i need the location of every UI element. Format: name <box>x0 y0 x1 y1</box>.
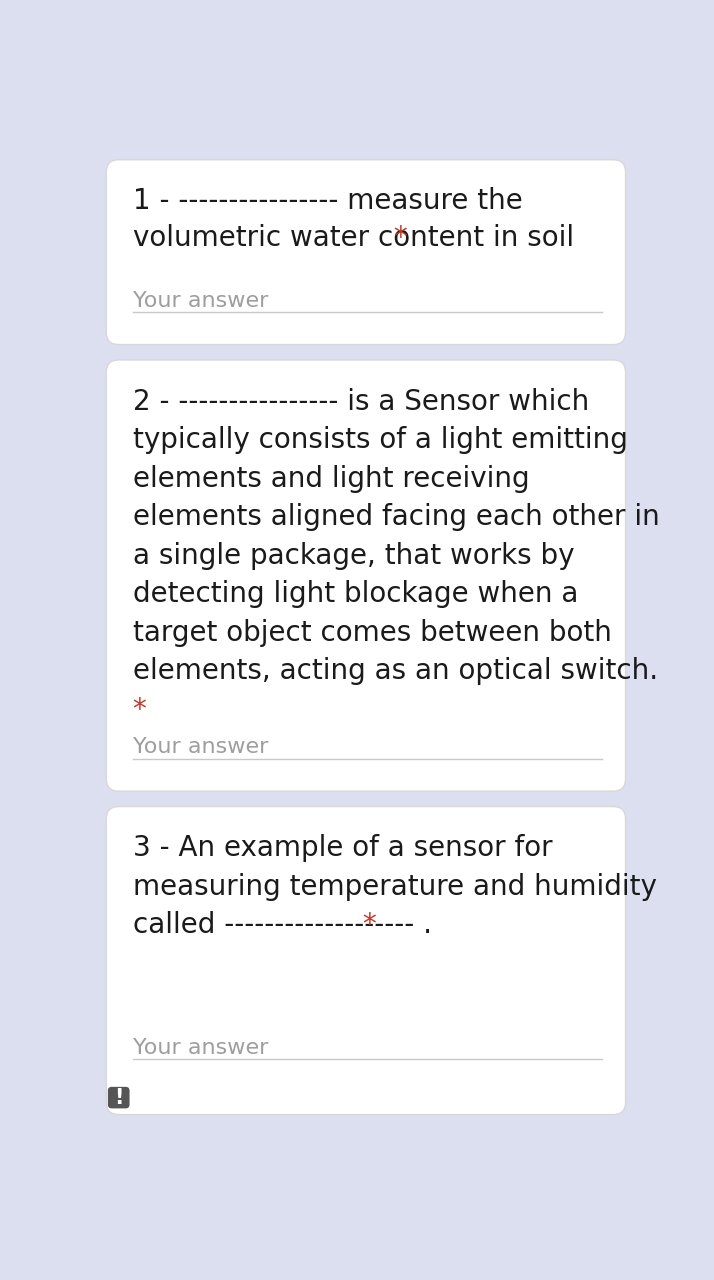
FancyBboxPatch shape <box>106 360 625 791</box>
Text: typically consists of a light emitting: typically consists of a light emitting <box>133 426 628 454</box>
Text: elements aligned facing each other in: elements aligned facing each other in <box>133 503 660 531</box>
FancyBboxPatch shape <box>108 1087 129 1108</box>
Text: 2 - ---------------- is a Sensor which: 2 - ---------------- is a Sensor which <box>133 388 589 416</box>
Text: Your answer: Your answer <box>133 1038 268 1057</box>
Text: detecting light blockage when a: detecting light blockage when a <box>133 580 578 608</box>
Text: elements and light receiving: elements and light receiving <box>133 465 529 493</box>
Text: !: ! <box>114 1088 124 1107</box>
Text: Your answer: Your answer <box>133 291 268 311</box>
Text: called ------------------- .: called ------------------- . <box>133 911 441 940</box>
Text: *: * <box>393 224 407 252</box>
Text: volumetric water content in soil: volumetric water content in soil <box>133 224 583 252</box>
Text: Your answer: Your answer <box>133 737 268 758</box>
Text: target object comes between both: target object comes between both <box>133 618 611 646</box>
Text: a single package, that works by: a single package, that works by <box>133 541 574 570</box>
FancyBboxPatch shape <box>106 806 625 1115</box>
Text: 3 - An example of a sensor for: 3 - An example of a sensor for <box>133 835 552 863</box>
Text: volumetric water content in soil *: volumetric water content in soil * <box>133 224 596 252</box>
Text: elements, acting as an optical switch.: elements, acting as an optical switch. <box>133 657 658 685</box>
FancyBboxPatch shape <box>106 160 625 344</box>
Text: 1 - ---------------- measure the: 1 - ---------------- measure the <box>133 187 523 215</box>
Text: measuring temperature and humidity: measuring temperature and humidity <box>133 873 657 901</box>
Text: *: * <box>362 911 376 940</box>
Text: called ------------------- . *: called ------------------- . * <box>133 911 454 940</box>
Text: *: * <box>133 695 146 723</box>
